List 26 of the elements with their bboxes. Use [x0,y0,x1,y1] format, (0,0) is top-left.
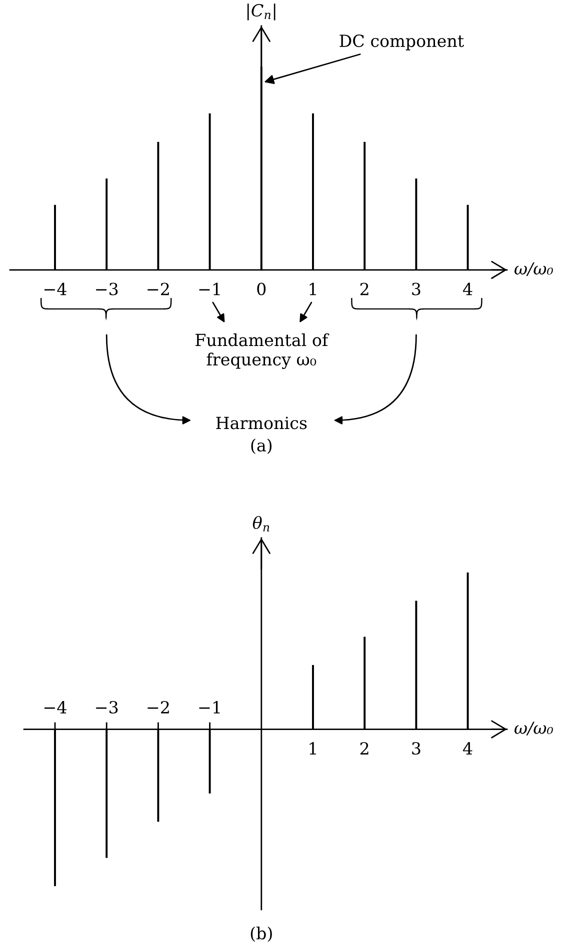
x-axis-title: ω/ω₀ [514,262,553,276]
x-tick-label: −1 [199,282,220,296]
x-tick-label: 1 [310,742,316,754]
x-tick-label: 4 [462,742,472,754]
x-tick-label: −1 [199,700,220,714]
x-tick-label: −4 [44,282,66,296]
x-tick-label: −2 [148,700,169,714]
text: (b) [250,926,272,942]
x-tick-label: 0 [257,282,266,296]
x-tick-label: 2 [360,742,368,754]
x-axis-title: ω/ω₀ [514,722,553,736]
x-tick-label: −4 [44,700,66,714]
x-tick-label: 4 [462,282,472,296]
y-axis-title: θ$_{n}$ [252,516,270,532]
annotation: DC component [340,34,464,50]
x-tick-label: −2 [148,282,169,296]
text: (a) [251,438,272,454]
x-tick-label: 2 [360,282,368,296]
text: Fundamental of frequency ω₀ [196,333,330,370]
x-tick-label: 1 [310,282,316,296]
x-tick-label: 3 [412,742,420,755]
x-tick-label: −3 [96,700,118,714]
text: Harmonics [216,416,307,430]
x-tick-label: 3 [412,282,420,296]
y-axis-title: |C$_{n}$| [247,4,276,20]
x-tick-label: −3 [96,282,118,296]
